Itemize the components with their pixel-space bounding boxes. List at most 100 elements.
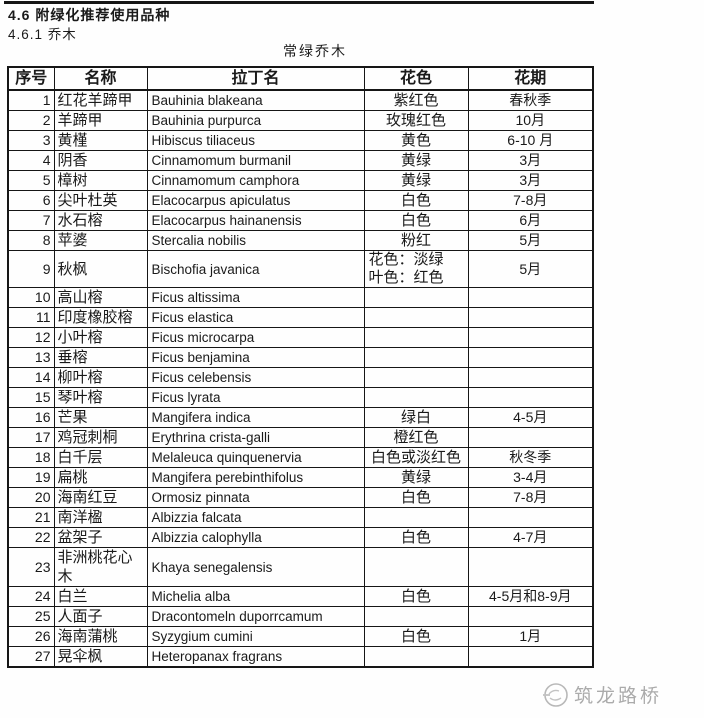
- cell-latin: Bischofia javanica: [146, 250, 365, 288]
- cell-no: 12: [7, 327, 55, 348]
- cell-period: 3-4月: [467, 467, 594, 488]
- table-caption: 常绿乔木: [283, 43, 347, 59]
- cell-latin: Ficus lyrata: [146, 387, 365, 408]
- cell-color: 白色: [363, 210, 469, 231]
- table-row: 10 高山榕 Ficus altissima: [7, 287, 594, 308]
- cell-no: 15: [7, 387, 55, 408]
- table-row: 11 印度橡胶榕 Ficus elastica: [7, 307, 594, 328]
- cell-period: 1月: [467, 626, 594, 647]
- cell-latin: Ficus altissima: [146, 287, 365, 308]
- cell-no: 14: [7, 367, 55, 388]
- cell-name: 小叶榕: [53, 327, 148, 348]
- column-header-color: 花色: [363, 66, 469, 91]
- cell-latin: Hibiscus tiliaceus: [146, 130, 365, 151]
- table-row: 25 人面子 Dracontomeln duporrcamum: [7, 606, 594, 627]
- cell-no: 11: [7, 307, 55, 328]
- cell-period: 3月: [467, 170, 594, 191]
- cell-period: 7-8月: [467, 487, 594, 508]
- cell-name: 樟树: [53, 170, 148, 191]
- cell-no: 8: [7, 230, 55, 251]
- cell-latin: Stercalia nobilis: [146, 230, 365, 251]
- cell-name: 扁桃: [53, 467, 148, 488]
- cell-no: 7: [7, 210, 55, 231]
- table-row: 14 柳叶榕 Ficus celebensis: [7, 367, 594, 388]
- cell-name: 海南蒲桃: [53, 626, 148, 647]
- cell-latin: Syzygium cumini: [146, 626, 365, 647]
- cell-latin: Melaleuca quinquenervia: [146, 447, 365, 468]
- cell-latin: Erythrina crista-galli: [146, 427, 365, 448]
- cell-color: [363, 387, 469, 408]
- cell-name: 羊蹄甲: [53, 110, 148, 131]
- table-row: 4 阴香 Cinnamomum burmanil 黄绿 3月: [7, 150, 594, 171]
- cell-latin: Ficus celebensis: [146, 367, 365, 388]
- cell-color: [363, 347, 469, 368]
- table-row: 19 扁桃 Mangifera perebinthifolus 黄绿 3-4月: [7, 467, 594, 488]
- cell-color: 绿白: [363, 407, 469, 428]
- cell-name: 非洲桃花心木: [53, 547, 148, 587]
- column-header-period: 花期: [467, 66, 594, 91]
- cell-color: 紫红色: [363, 89, 469, 111]
- cell-period: 10月: [467, 110, 594, 131]
- cell-period: 6-10 月: [467, 130, 594, 151]
- cell-name: 琴叶榕: [53, 387, 148, 408]
- cell-color: 玫瑰红色: [363, 110, 469, 131]
- section-divider-rule: [4, 1, 594, 4]
- cell-no: 9: [7, 250, 55, 288]
- table-row: 27 晃伞枫 Heteropanax fragrans: [7, 646, 594, 668]
- cell-name: 白千层: [53, 447, 148, 468]
- cell-period: [467, 507, 594, 528]
- table-row: 20 海南红豆 Ormosiz pinnata 白色 7-8月: [7, 487, 594, 508]
- cell-latin: Heteropanax fragrans: [146, 646, 365, 668]
- cell-period: 春秋季: [467, 89, 594, 111]
- column-header-no: 序号: [7, 66, 55, 91]
- table-row: 17 鸡冠刺桐 Erythrina crista-galli 橙红色: [7, 427, 594, 448]
- table-row: 23 非洲桃花心木 Khaya senegalensis: [7, 547, 594, 587]
- cell-no: 20: [7, 487, 55, 508]
- cell-latin: Elacocarpus apiculatus: [146, 190, 365, 211]
- cell-name: 白兰: [53, 586, 148, 607]
- cell-no: 22: [7, 527, 55, 548]
- cell-latin: Cinnamomum camphora: [146, 170, 365, 191]
- cell-color: 白色或淡红色: [363, 447, 469, 468]
- cell-name: 尖叶杜英: [53, 190, 148, 211]
- cell-name: 晃伞枫: [53, 646, 148, 668]
- cell-no: 19: [7, 467, 55, 488]
- cell-no: 27: [7, 646, 55, 668]
- cell-period: [467, 427, 594, 448]
- cell-no: 17: [7, 427, 55, 448]
- cell-period: [467, 547, 594, 587]
- subsection-heading: 4.6.1 乔木: [8, 27, 77, 42]
- cell-latin: Ficus elastica: [146, 307, 365, 328]
- cell-name: 红花羊蹄甲: [53, 89, 148, 111]
- cell-color: 橙红色: [363, 427, 469, 448]
- cell-period: [467, 287, 594, 308]
- cell-period: [467, 347, 594, 368]
- cell-no: 23: [7, 547, 55, 587]
- cell-no: 25: [7, 606, 55, 627]
- cell-latin: Bauhinia blakeana: [146, 89, 365, 111]
- cell-color: 粉红: [363, 230, 469, 251]
- cell-no: 10: [7, 287, 55, 308]
- cell-color: 白色: [363, 586, 469, 607]
- cell-color: [363, 307, 469, 328]
- cell-period: 5月: [467, 250, 594, 288]
- cell-latin: Mangifera perebinthifolus: [146, 467, 365, 488]
- cell-no: 24: [7, 586, 55, 607]
- table-row: 15 琴叶榕 Ficus lyrata: [7, 387, 594, 408]
- cell-no: 6: [7, 190, 55, 211]
- table-row: 22 盆架子 Albizzia calophylla 白色 4-7月: [7, 527, 594, 548]
- column-header-latin: 拉丁名: [146, 66, 365, 91]
- cell-name: 黄槿: [53, 130, 148, 151]
- cell-latin: Khaya senegalensis: [146, 547, 365, 587]
- table-row: 1 红花羊蹄甲 Bauhinia blakeana 紫红色 春秋季: [7, 89, 594, 111]
- cell-name: 柳叶榕: [53, 367, 148, 388]
- cell-latin: Dracontomeln duporrcamum: [146, 606, 365, 627]
- cell-name: 人面子: [53, 606, 148, 627]
- cell-latin: Mangifera indica: [146, 407, 365, 428]
- table-row: 12 小叶榕 Ficus microcarpa: [7, 327, 594, 348]
- table-header: 序号 名称 拉丁名 花色 花期: [7, 66, 594, 91]
- table-header-row: 序号 名称 拉丁名 花色 花期: [7, 66, 594, 91]
- zhulong-logo-icon: [543, 682, 568, 707]
- cell-name: 印度橡胶榕: [53, 307, 148, 328]
- cell-color: [363, 507, 469, 528]
